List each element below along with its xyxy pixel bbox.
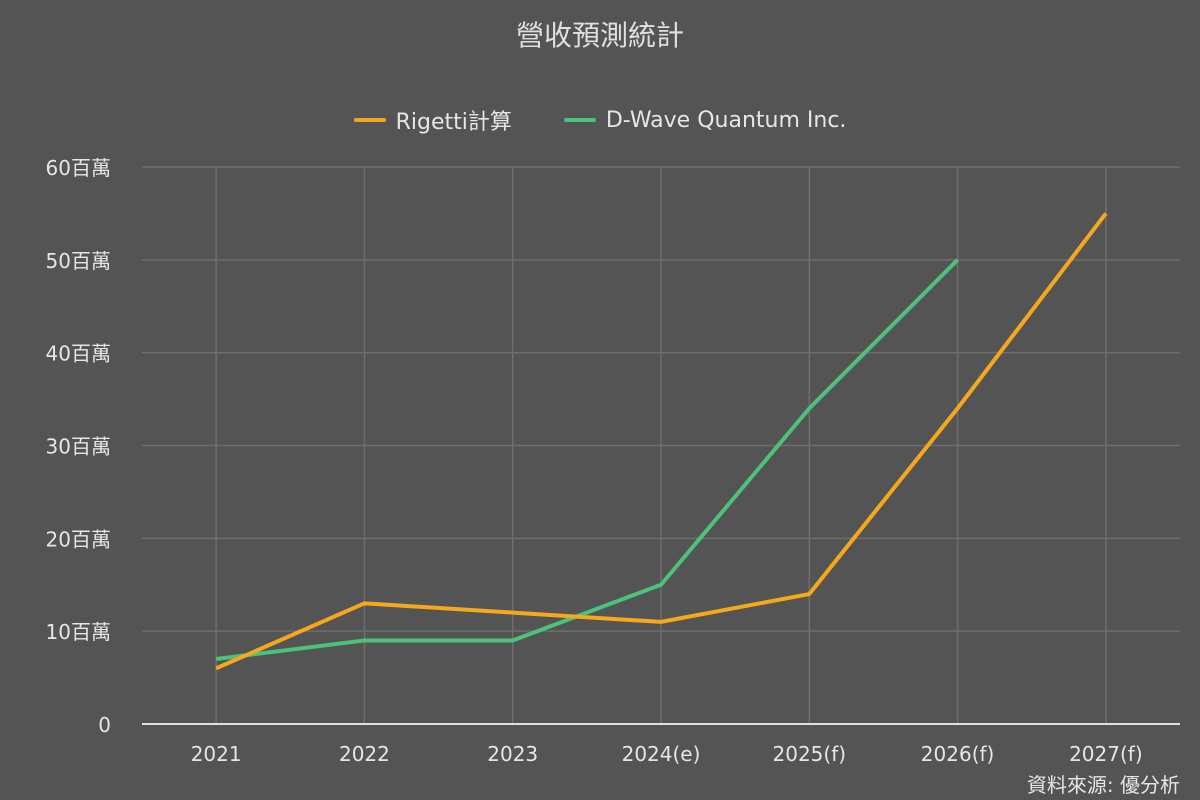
legend-item-dwave[interactable]: D-Wave Quantum Inc. xyxy=(563,104,847,136)
x-tick-label: 2027(f) xyxy=(1069,742,1143,766)
y-tick-label: 20百萬 xyxy=(46,527,111,551)
x-tick-label: 2024(e) xyxy=(622,742,701,766)
x-tick-label: 2022 xyxy=(339,742,390,766)
legend-swatch-rigetti xyxy=(353,118,386,122)
legend-label-dwave: D-Wave Quantum Inc. xyxy=(605,107,847,133)
legend-swatch-dwave xyxy=(563,118,596,122)
x-tick-label: 2021 xyxy=(191,742,242,766)
x-tick-label: 2025(f) xyxy=(773,742,847,766)
y-tick-label: 30百萬 xyxy=(46,435,111,459)
y-tick-label: 0 xyxy=(98,713,111,737)
y-tick-label: 50百萬 xyxy=(46,249,111,273)
chart-title: 營收預測統計 xyxy=(515,19,684,52)
legend: Rigetti計算 D-Wave Quantum Inc. xyxy=(0,104,1200,136)
source-note: 資料來源: 優分析 xyxy=(1026,773,1180,797)
series-line-dwave xyxy=(215,258,959,662)
legend-item-rigetti[interactable]: Rigetti計算 xyxy=(353,104,512,136)
x-tick-label: 2023 xyxy=(487,742,538,766)
y-tick-label: 60百萬 xyxy=(46,156,111,180)
x-tick-label: 2026(f) xyxy=(921,742,995,766)
legend-label-rigetti: Rigetti計算 xyxy=(395,110,512,135)
y-tick-label: 40百萬 xyxy=(46,342,111,366)
series-line-rigetti xyxy=(215,212,1108,671)
y-tick-label: 10百萬 xyxy=(46,620,111,644)
